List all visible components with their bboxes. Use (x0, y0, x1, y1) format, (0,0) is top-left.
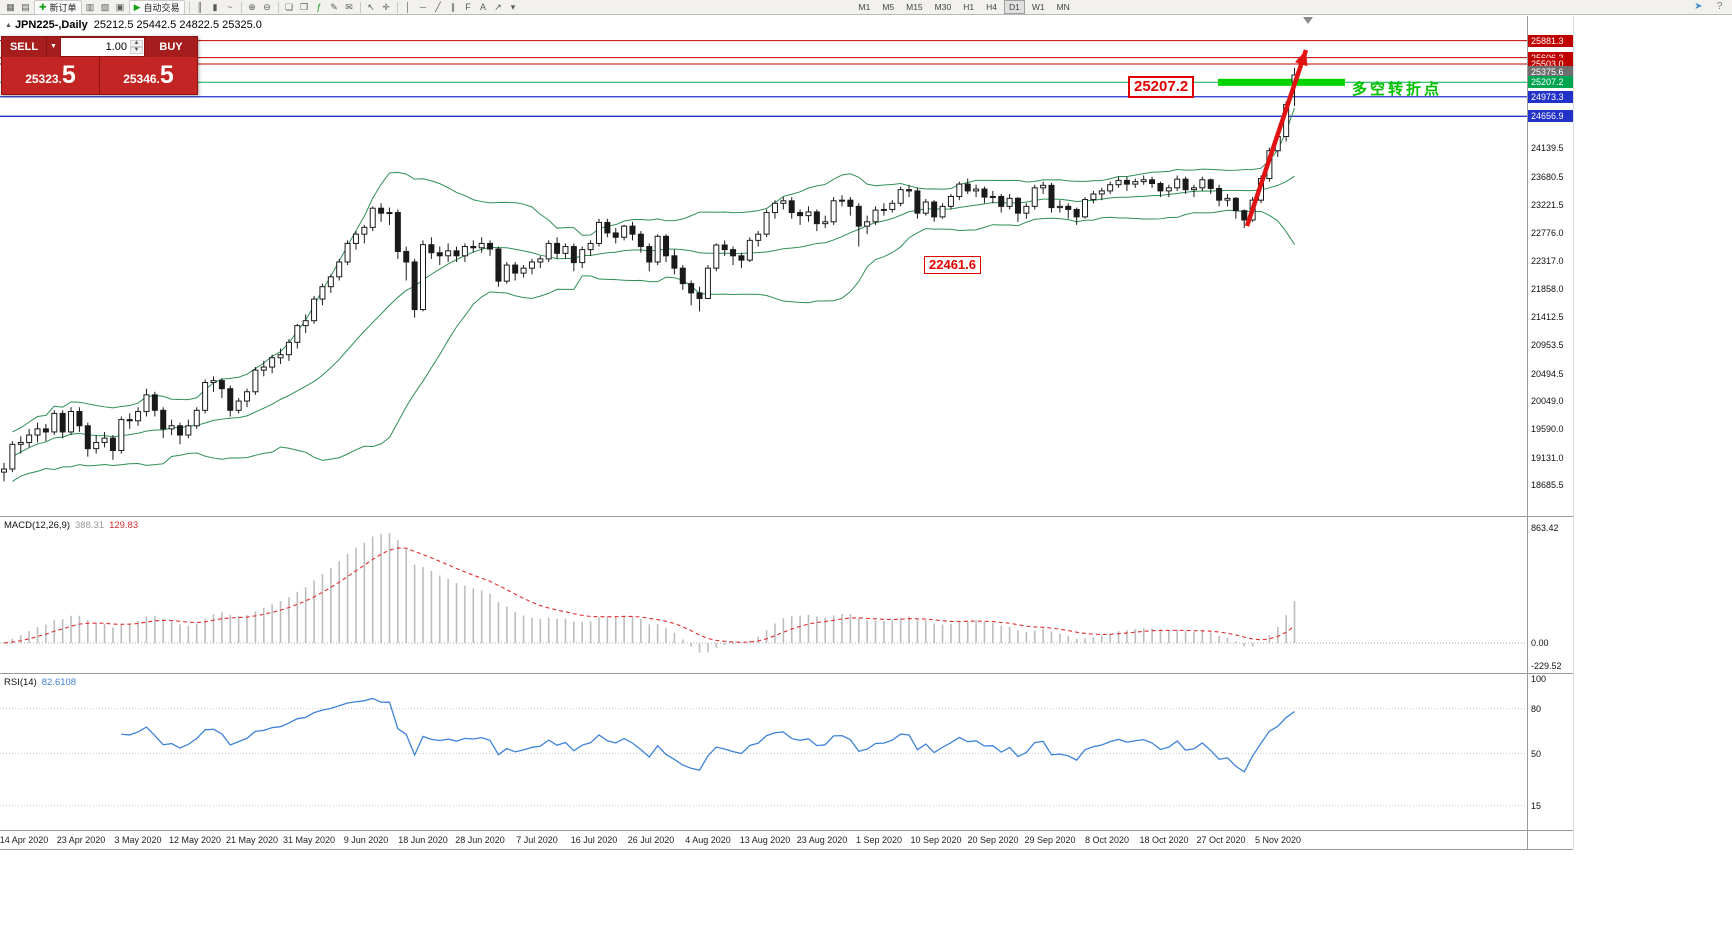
arrows-icon[interactable]: ↗ (494, 2, 502, 12)
rsi-value: 82.6108 (41, 677, 77, 688)
volume-input[interactable]: 1.00 ▲ ▼ (60, 37, 145, 57)
trend-arrow-head (1295, 50, 1308, 67)
ask-price-big: 5 (159, 61, 174, 89)
timeframe-m5-button[interactable]: M5 (882, 2, 895, 12)
volume-up-icon[interactable]: ▲ (130, 40, 143, 47)
market-watch-icon[interactable]: ▥ (85, 2, 95, 12)
macd-pane (0, 532, 1527, 653)
rsi-pane (0, 697, 1527, 807)
sell-button[interactable]: SELL (2, 37, 46, 57)
toolbar-right-icons: ➤? (1692, 1, 1726, 13)
trendline-icon[interactable]: ╱ (435, 2, 441, 12)
annotation-price-box-25207[interactable]: 25207.2 (1128, 76, 1195, 98)
bid-price-small: 25323. (25, 72, 62, 86)
sell-options-caret-icon[interactable]: ▼ (46, 37, 60, 57)
timeframe-m30-button[interactable]: M30 (934, 2, 952, 12)
navigator-icon[interactable]: ▨ (100, 2, 110, 12)
chart-symbol-period: JPN225-,Daily (14, 19, 88, 31)
community-send-icon[interactable]: ➤ (1694, 1, 1703, 12)
buy-price-button[interactable]: 25346. 5 (100, 57, 197, 94)
one-click-trading-panel: SELL ▼ 1.00 ▲ ▼ BUY 25323. 5 25346. 5 (1, 36, 198, 95)
candlesticks (1, 67, 1298, 482)
bar-chart-icon[interactable]: ║ (196, 2, 204, 12)
terminal-icon[interactable]: ▣ (115, 2, 125, 12)
horizontal-line-icon[interactable]: ─ (419, 2, 427, 12)
macd-main-value: 388.31 (75, 520, 105, 531)
timeframe-d1-button[interactable]: D1 (1003, 0, 1025, 14)
rsi-indicator-label: RSI(14) 82.6108 (4, 677, 76, 688)
indicators-icon[interactable]: ƒ (316, 2, 322, 12)
timeframe-mn-button[interactable]: MN (1056, 2, 1070, 12)
auto-trading-button-icon: ▶ (133, 1, 141, 12)
timeframe-w1-button[interactable]: W1 (1031, 2, 1045, 12)
periods-icon[interactable]: ✎ (330, 2, 338, 12)
channel-icon[interactable]: ∥ (450, 2, 456, 12)
zoom-out-icon[interactable]: ⊖ (263, 2, 271, 12)
auto-trading-button-label: 自动交易 (143, 2, 180, 13)
timeframe-h1-button[interactable]: H1 (963, 2, 975, 12)
templates-icon[interactable]: ✉ (345, 2, 353, 12)
cascade-windows-icon[interactable]: ❐ (299, 2, 309, 12)
macd-signal-value: 129.83 (109, 520, 139, 531)
new-chart-icon[interactable]: ▦ (6, 2, 15, 12)
one-click-toggle-icon[interactable]: ▲ (5, 22, 12, 29)
volume-value: 1.00 (105, 41, 127, 53)
timeframe-m15-button[interactable]: M15 (906, 2, 923, 12)
macd-name: MACD(12,26,9) (4, 520, 70, 531)
vertical-line-icon[interactable]: │ (405, 2, 411, 12)
zoom-in-icon[interactable]: ⊕ (248, 2, 256, 12)
toolbar-separator (396, 1, 398, 13)
help-icon[interactable]: ? (1716, 1, 1723, 12)
trend-arrow (1244, 49, 1309, 227)
chart-shift-marker (1303, 17, 1313, 24)
volume-stepper[interactable]: ▲ ▼ (130, 40, 143, 54)
fibonacci-icon[interactable]: F (465, 2, 471, 12)
bid-price-big: 5 (61, 61, 76, 89)
toolbar-separator (359, 1, 361, 13)
shapes-caret-icon[interactable]: ▾ (510, 2, 516, 12)
toolbar-separator (188, 1, 190, 13)
ask-price-small: 25346. (123, 72, 160, 86)
macd-indicator-label: MACD(12,26,9) 388.31 129.83 (4, 520, 138, 531)
rsi-name: RSI(14) (4, 677, 37, 688)
annotation-turning-point-text[interactable]: 多空转折点 (1352, 81, 1443, 98)
crosshair-icon[interactable]: ✛ (382, 2, 390, 12)
cursor-icon[interactable]: ↖ (367, 2, 375, 12)
volume-down-icon[interactable]: ▼ (130, 47, 143, 54)
new-order-button[interactable]: ✚ 新订单 (34, 0, 82, 15)
line-chart-icon[interactable]: ~ (227, 2, 233, 12)
chart-title: ▲ JPN225-,Daily 25212.5 25442.5 24822.5 25… (5, 19, 262, 31)
auto-trading-button[interactable]: ▶ 自动交易 (128, 0, 185, 15)
toolbar: ▦ ▤ ✚ 新订单 ▥ ▨ ▣ ▶ 自动交易 ║ ▮ ~ ⊕ ⊖ ❏ ❐ ƒ ✎ ✉ ↖ ✛ │ ─ ╱ ∥ F A ↗ ▾ M1 M5 M1… (0, 0, 1732, 15)
price-pane (0, 40, 1527, 482)
new-order-button-icon: ✚ (39, 1, 47, 12)
one-click-divider (99, 57, 100, 94)
timeframe-m1-button[interactable]: M1 (858, 2, 871, 12)
chart-ohlc-values: 25212.5 25442.5 24822.5 25325.0 (93, 19, 262, 31)
candle-chart-icon[interactable]: ▮ (212, 2, 218, 12)
tile-windows-icon[interactable]: ❏ (284, 2, 294, 12)
sell-price-button[interactable]: 25323. 5 (2, 57, 99, 94)
buy-button[interactable]: BUY (145, 37, 197, 57)
annotation-price-box-22461[interactable]: 22461.6 (924, 256, 981, 274)
toolbar-separator (240, 1, 242, 13)
toolbar-separator (277, 1, 279, 13)
text-label-icon[interactable]: A (479, 2, 486, 12)
timeframe-h4-button[interactable]: H4 (986, 2, 997, 12)
turning-point-line (1218, 78, 1345, 86)
new-order-button-label: 新订单 (49, 2, 77, 13)
profiles-icon[interactable]: ▤ (21, 2, 30, 12)
